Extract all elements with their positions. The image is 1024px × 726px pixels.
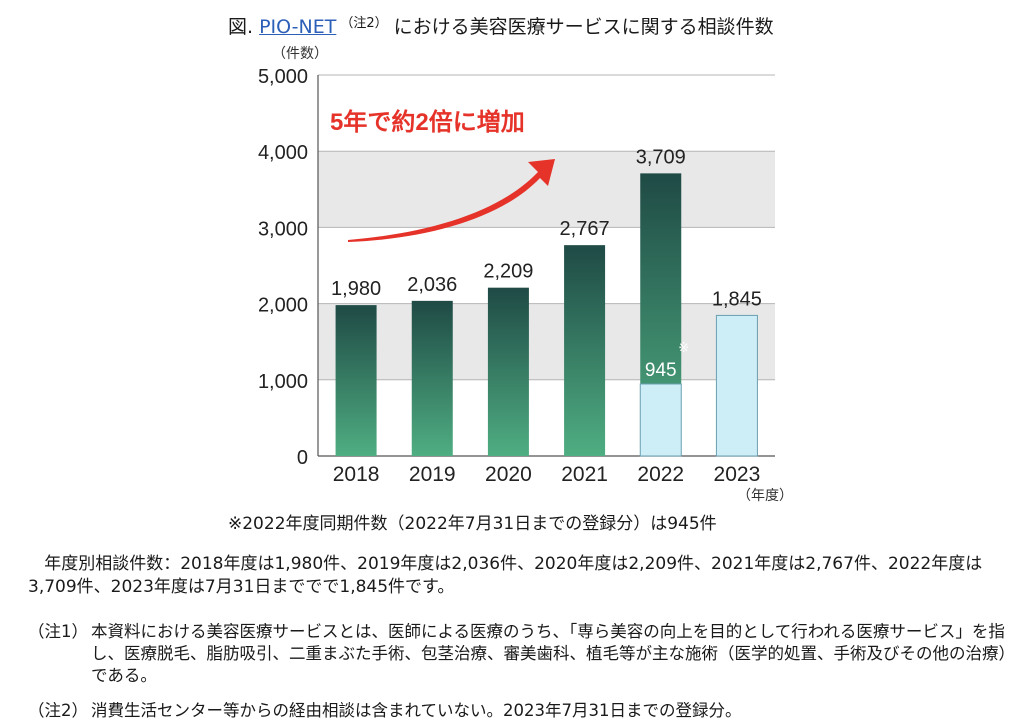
bar-2019 [411, 300, 453, 456]
pio-net-link[interactable]: PIO-NET [259, 16, 337, 38]
footnote-2-label: （注2） [28, 701, 88, 720]
x-tick-label-2018: 2018 [333, 463, 380, 486]
bar-2022-same-period [639, 383, 682, 457]
bar-chart: 0 1,000 2,000 3,000 4,000 5,000 （件数） （年度） 1,980 2… [258, 45, 793, 503]
x-axis-label: （年度） [737, 487, 793, 503]
x-tick-label-2019: 2019 [409, 463, 456, 486]
value-label-2022-same-period: 945 [645, 360, 677, 381]
x-tick-label-2021: 2021 [561, 463, 608, 486]
bar-2023 [715, 314, 758, 457]
y-axis-label: （件数） [272, 45, 328, 61]
value-label-2018: 1,980 [331, 278, 381, 300]
figure-title: 図. PIO-NET （注2） における美容医療サービスに関する相談件数 [228, 10, 774, 41]
value-label-2021: 2,767 [560, 218, 610, 240]
growth-arrow [348, 159, 555, 242]
y-tick-label: 2,000 [258, 295, 308, 317]
y-tick-label: 4,000 [258, 142, 308, 164]
footnote-1-text: 本資料における美容医療サービスとは、医師による医療のうち、「専ら美容の向上を目的… [91, 622, 1007, 685]
x-tick-label-2022: 2022 [637, 463, 684, 486]
footnote-1-label: （注1） [28, 622, 88, 641]
value-label-2019: 2,036 [407, 274, 457, 296]
summary-text: 年度別相談件数：2018年度は1,980件、2019年度は2,036件、2020… [28, 553, 988, 599]
value-label-2022: 3,709 [636, 146, 686, 168]
chart-note: ※2022年度同期件数（2022年7月31日までの登録分）は945件 [228, 514, 717, 534]
x-tick-label-2020: 2020 [485, 463, 532, 486]
y-tick-label: 3,000 [258, 218, 308, 240]
summary-content: 年度別相談件数：2018年度は1,980件、2019年度は2,036件、2020… [28, 554, 983, 597]
figure-title-text: における美容医療サービスに関する相談件数 [393, 16, 774, 38]
bar-2020 [487, 287, 529, 456]
footnote-2-text: 消費生活センター等からの経由相談は含まれていない。2023年7月31日までの登録… [91, 701, 742, 720]
growth-annotation: 5年で約2倍に増加 [330, 108, 525, 136]
y-tick-label: 0 [297, 447, 308, 469]
bar-2018 [335, 305, 377, 456]
y-tick-label: 1,000 [258, 371, 308, 393]
grid-band [318, 303, 775, 380]
bar-2021 [564, 245, 606, 456]
value-label-2020: 2,209 [483, 261, 533, 283]
value-label-2023: 1,845 [712, 288, 762, 310]
footnote-2: （注2） 消費生活センター等からの経由相談は含まれていない。2023年7月31日… [28, 700, 1013, 722]
y-tick-label: 5,000 [258, 66, 308, 88]
x-tick-label-2023: 2023 [714, 463, 761, 486]
note-ref-2: （注2） [340, 16, 388, 31]
figure-prefix: 図. [228, 16, 254, 38]
footnote-1: （注1） 本資料における美容医療サービスとは、医師による医療のうち、「専ら美容の… [28, 621, 1013, 687]
same-period-mark: ※ [678, 340, 689, 355]
